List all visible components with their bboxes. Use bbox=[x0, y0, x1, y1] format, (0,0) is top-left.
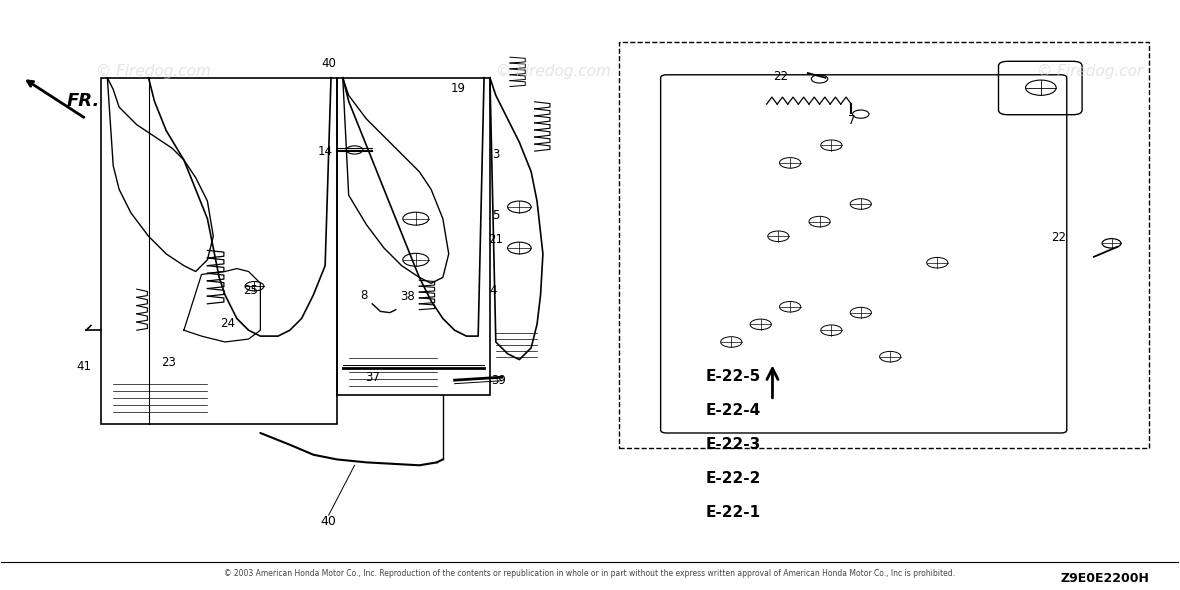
Text: 4: 4 bbox=[490, 284, 497, 297]
Text: © Firedog.com: © Firedog.com bbox=[96, 64, 210, 80]
Text: 14: 14 bbox=[317, 145, 333, 158]
Text: Z9E0E2200H: Z9E0E2200H bbox=[1061, 572, 1149, 585]
Text: FR.: FR. bbox=[66, 92, 99, 110]
Text: 8: 8 bbox=[360, 289, 368, 301]
Text: 21: 21 bbox=[489, 232, 504, 245]
Text: 5: 5 bbox=[492, 209, 499, 222]
Text: 40: 40 bbox=[321, 57, 336, 70]
Text: 37: 37 bbox=[365, 371, 380, 384]
Text: 7: 7 bbox=[847, 113, 856, 126]
Text: 3: 3 bbox=[492, 148, 499, 160]
Text: E-22-4: E-22-4 bbox=[706, 402, 761, 418]
Text: E-22-1: E-22-1 bbox=[706, 505, 760, 520]
Text: E-22-3: E-22-3 bbox=[706, 437, 761, 452]
Text: 39: 39 bbox=[491, 373, 505, 386]
Text: © Firedog.com: © Firedog.com bbox=[496, 64, 611, 80]
Text: 24: 24 bbox=[219, 317, 235, 330]
Text: 19: 19 bbox=[451, 82, 466, 95]
Text: E-22-2: E-22-2 bbox=[706, 471, 761, 486]
Text: 25: 25 bbox=[243, 284, 258, 297]
Text: 22: 22 bbox=[773, 70, 788, 83]
Text: 22: 22 bbox=[1051, 231, 1066, 244]
Text: 40: 40 bbox=[321, 514, 336, 527]
Text: 41: 41 bbox=[77, 360, 91, 373]
Text: 38: 38 bbox=[400, 290, 415, 303]
Text: © 2003 American Honda Motor Co., Inc. Reproduction of the contents or republicat: © 2003 American Honda Motor Co., Inc. Re… bbox=[224, 569, 956, 578]
Text: © Firedog.cor: © Firedog.cor bbox=[1037, 64, 1143, 80]
Text: E-22-5: E-22-5 bbox=[706, 369, 761, 384]
Text: 23: 23 bbox=[162, 356, 176, 369]
